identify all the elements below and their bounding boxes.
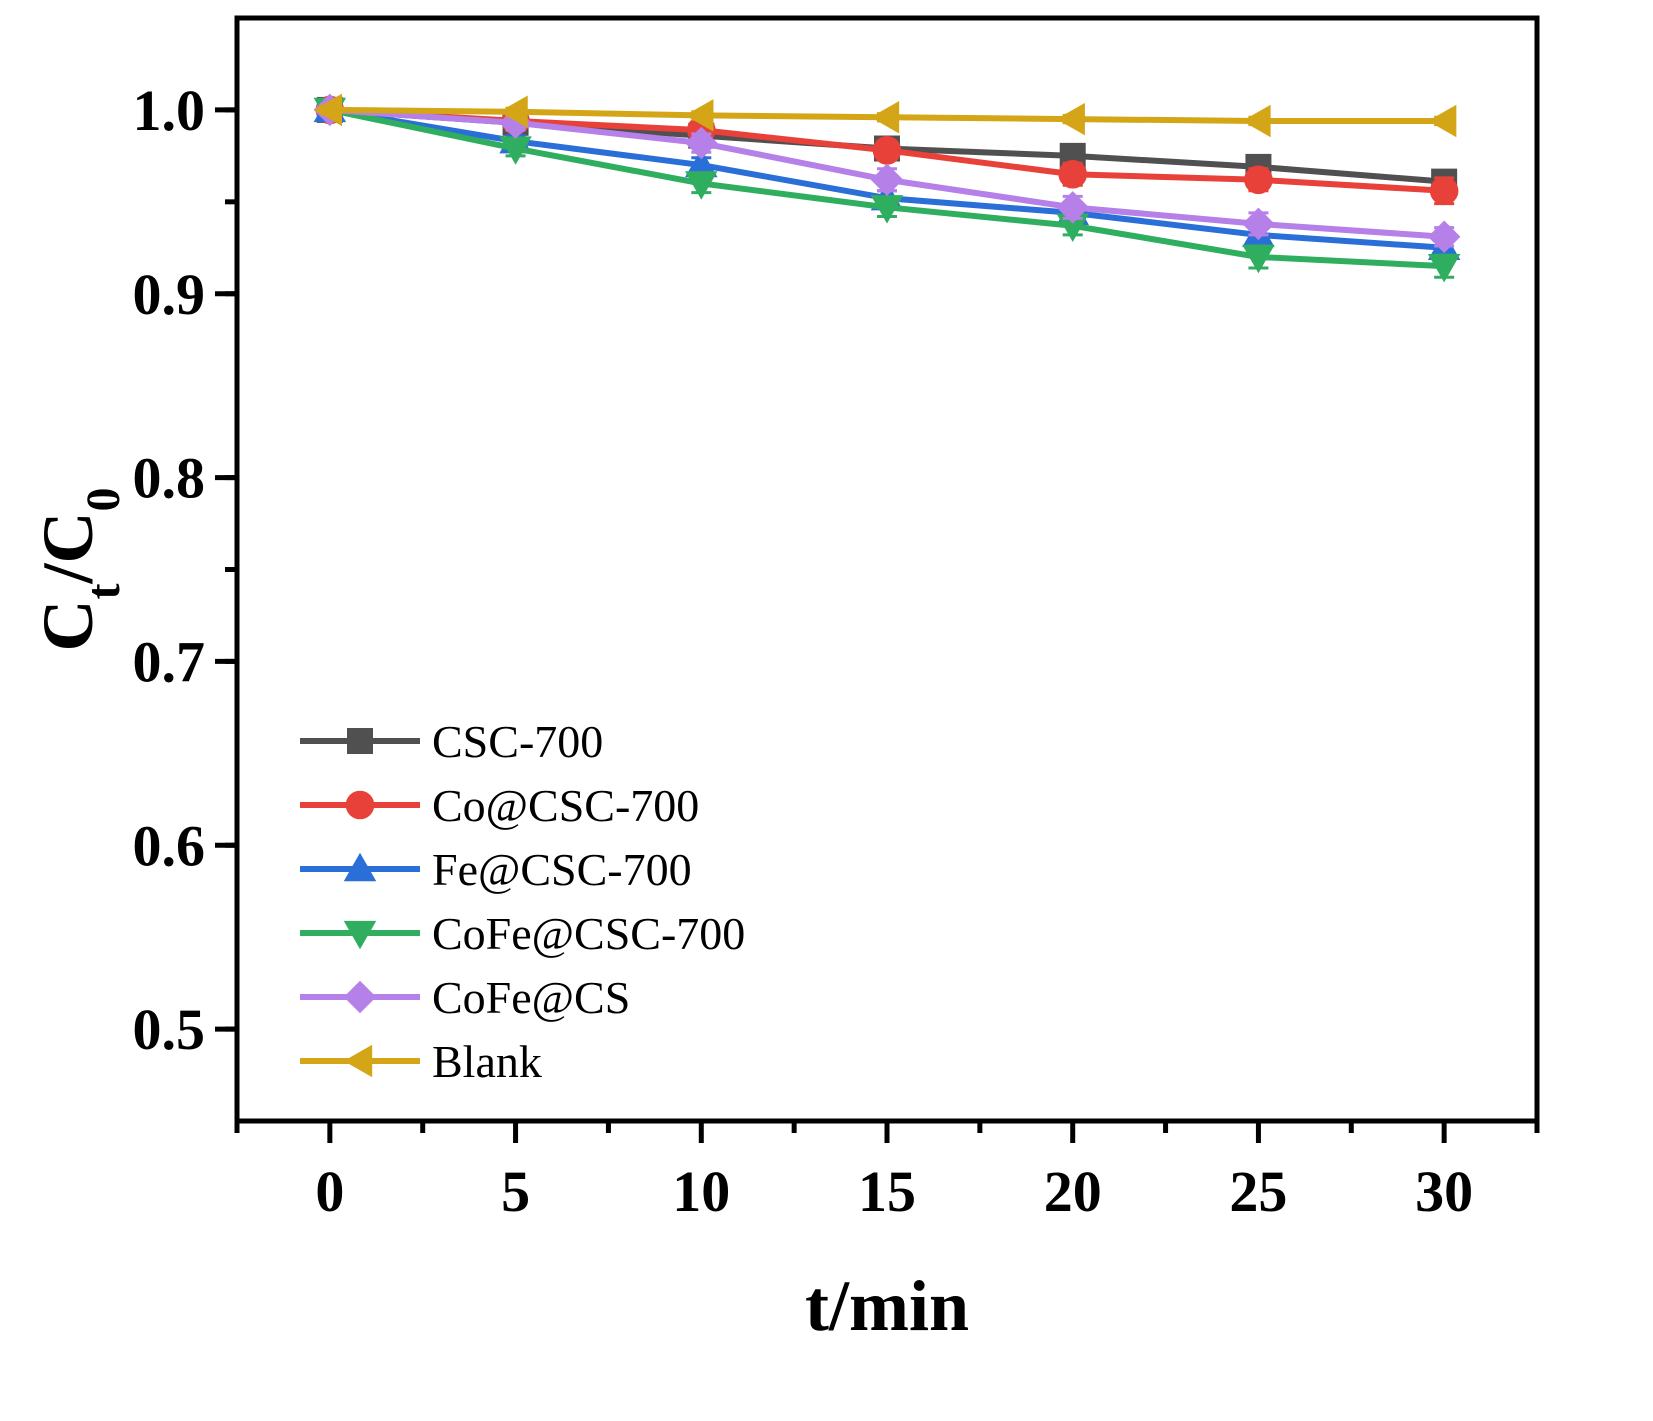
legend-marker [343, 920, 377, 950]
data-point [1427, 104, 1457, 138]
series-6 [313, 93, 1457, 138]
legend-item: Co@CSC-700 [300, 780, 699, 831]
data-point [685, 126, 718, 160]
x-tick-label: 20 [1044, 1159, 1102, 1224]
data-point [685, 171, 718, 200]
plot-frame [234, 15, 1540, 1124]
data-point [685, 99, 714, 132]
legend-label: Blank [432, 1036, 542, 1087]
legend-item: Blank [300, 1036, 542, 1087]
legend-item: CoFe@CS [300, 972, 630, 1023]
x-axis-ticks: 0 5 10 15 20 25 30 [234, 1121, 1540, 1224]
x-tick-label: 15 [858, 1159, 916, 1224]
legend-marker [343, 1044, 373, 1078]
data-point [1056, 213, 1089, 242]
y-axis-title-sub1: t [77, 583, 130, 599]
data-point [1242, 104, 1271, 138]
legend-label: CoFe@CS [432, 972, 630, 1023]
data-point [870, 195, 904, 224]
legend-label: Fe@CSC-700 [432, 844, 692, 895]
legend: CSC-700 Co@CSC-700 Fe@CSC-700 CoFe@CSC-700 C… [300, 716, 745, 1087]
data-point [1056, 191, 1089, 224]
y-axis-ticks: 0.5 0.6 0.7 0.8 0.9 1.0 [133, 78, 237, 1062]
legend-marker [347, 728, 373, 754]
data-point [1056, 102, 1085, 136]
data-point [1058, 159, 1088, 189]
legend-label: CSC-700 [432, 716, 603, 767]
data-point [870, 101, 900, 134]
data-point [1427, 253, 1461, 283]
y-tick-label: 1.0 [133, 78, 206, 143]
y-axis-title: Ct/C0 [28, 488, 130, 652]
data-point [313, 93, 343, 127]
y-tick-label: 0.5 [133, 997, 206, 1062]
legend-marker [343, 852, 377, 882]
data-point [870, 163, 904, 197]
y-axis-title-sub2: 0 [77, 488, 130, 512]
x-axis-title: t/min [805, 1266, 969, 1346]
y-tick-label: 0.9 [133, 262, 206, 327]
y-tick-label: 0.7 [133, 629, 206, 694]
data-point [1242, 207, 1275, 241]
data-point [685, 148, 718, 178]
data-point [499, 95, 528, 129]
data-point [1429, 176, 1459, 206]
legend-label: CoFe@CSC-700 [432, 908, 745, 959]
legend-marker [345, 790, 375, 820]
x-tick-label: 25 [1229, 1159, 1287, 1224]
legend-item: Fe@CSC-700 [300, 844, 692, 895]
x-tick-label: 0 [315, 1159, 344, 1224]
x-tick-label: 30 [1415, 1159, 1473, 1224]
data-point [1427, 220, 1461, 254]
y-axis-title-mid: /C [28, 512, 108, 585]
legend-item: CSC-700 [300, 716, 603, 767]
legend-label: Co@CSC-700 [432, 780, 699, 831]
y-tick-label: 0.6 [133, 813, 206, 878]
data-point [499, 136, 532, 165]
plot-series [313, 93, 1461, 283]
legend-item: CoFe@CSC-700 [300, 908, 745, 959]
y-axis-title-main: C [28, 599, 108, 651]
y-tick-label: 0.8 [133, 446, 206, 511]
x-tick-label: 5 [501, 1159, 530, 1224]
data-point [1244, 165, 1273, 195]
data-point [1242, 244, 1275, 274]
legend-marker [343, 980, 377, 1014]
x-tick-label: 10 [672, 1159, 730, 1224]
data-point [872, 136, 902, 165]
